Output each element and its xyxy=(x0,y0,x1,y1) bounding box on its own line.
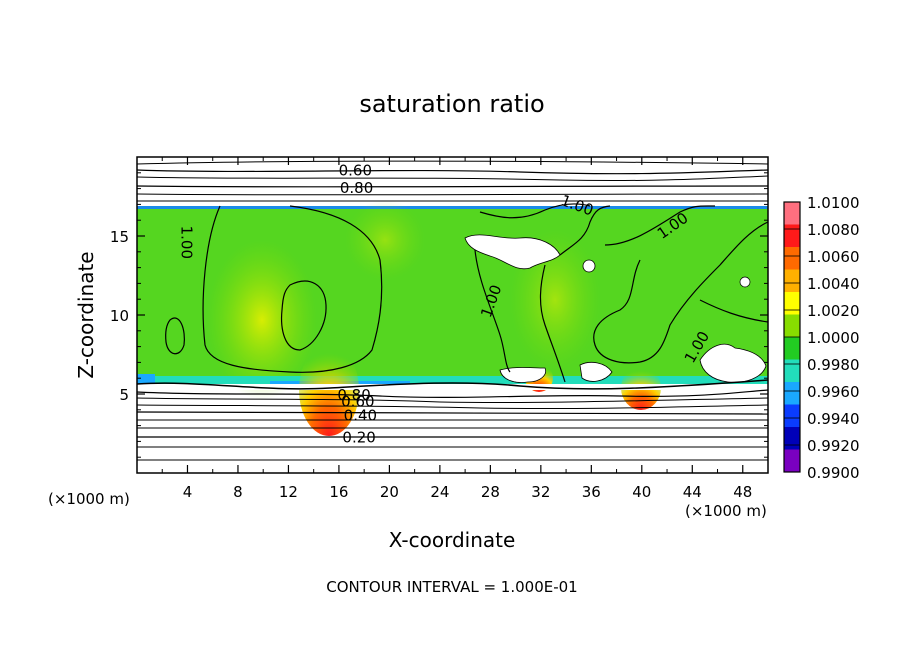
white-patch xyxy=(739,276,751,288)
x-tick-label: 4 xyxy=(183,483,193,501)
contour-line xyxy=(539,264,566,383)
y-tick-label: 15 xyxy=(110,228,129,246)
colorbar-segment xyxy=(784,224,800,248)
colorbar-label: 0.9940 xyxy=(807,410,860,428)
contour-line xyxy=(137,185,768,188)
colorbar: 1.0100 1.0080 1.0060 1.0040 1.0020 1.0000 0.99… xyxy=(783,194,860,482)
saturated-layer-top-edge xyxy=(137,206,768,209)
colorbar-label: 1.0020 xyxy=(807,302,860,320)
colorbar-segment xyxy=(784,202,800,225)
contour-line xyxy=(604,205,716,246)
colorbar-label: 0.9980 xyxy=(807,356,860,374)
x-tick-label: 32 xyxy=(531,483,550,501)
contour-line xyxy=(137,169,768,175)
contours-upper xyxy=(137,160,768,202)
contour-line xyxy=(137,193,768,196)
colorbar-label: 0.9900 xyxy=(807,464,860,482)
white-patch xyxy=(499,367,547,383)
contour-label: 0.60 xyxy=(339,162,372,180)
colorbar-segment xyxy=(784,382,800,405)
y-axis-label: Z-coordinate xyxy=(74,251,98,378)
colorbar-label: 1.0080 xyxy=(807,221,860,239)
contour-label: 0.40 xyxy=(344,407,377,425)
contour-line xyxy=(137,160,768,165)
x-tick-label: 20 xyxy=(380,483,399,501)
contour-line xyxy=(137,397,768,404)
x-tick-label: 8 xyxy=(233,483,243,501)
contour-line xyxy=(137,389,768,399)
x-tick-label: 24 xyxy=(430,483,449,501)
x-axis-unit-right: (×1000 m) xyxy=(685,502,767,520)
contour-label: 0.80 xyxy=(337,386,370,404)
contour-line xyxy=(165,317,185,355)
colorbar-label: 1.0060 xyxy=(807,248,860,266)
colorbar-label: 0.9960 xyxy=(807,383,860,401)
x-tick-label: 36 xyxy=(582,483,601,501)
colorbar-segment xyxy=(784,359,800,383)
colorbar-segment xyxy=(784,314,800,338)
unsaturated-bottom-edge-blue xyxy=(137,374,155,384)
contour-label: 1.00 xyxy=(177,226,195,259)
contours-1.00 xyxy=(165,203,768,383)
colorbar-segment xyxy=(784,269,800,293)
contour-line xyxy=(137,175,768,182)
contour-line xyxy=(479,203,591,219)
contour-line xyxy=(137,379,768,390)
contour-label: 0.60 xyxy=(341,392,374,410)
contour-line xyxy=(202,205,383,373)
x-axis-label: X-coordinate xyxy=(389,528,516,552)
white-patch xyxy=(579,361,613,382)
contour-line xyxy=(699,299,768,323)
colorbar-segment xyxy=(784,247,800,270)
white-patch xyxy=(699,343,767,383)
contour-line xyxy=(137,404,768,410)
contour-line xyxy=(280,280,327,351)
contours-lower xyxy=(137,379,768,461)
contour-interval-footer: CONTOUR INTERVAL = 1.000E-01 xyxy=(326,578,577,596)
colorbar-segment xyxy=(784,449,800,473)
x-tick-label: 40 xyxy=(632,483,651,501)
x-tick-label: 48 xyxy=(733,483,752,501)
colorbar-segment xyxy=(784,337,800,360)
white-patch xyxy=(582,259,596,273)
chart-title: saturation ratio xyxy=(359,90,544,118)
contour-line xyxy=(137,411,768,415)
contour-line xyxy=(593,221,768,364)
yellow-glow xyxy=(207,240,317,400)
contour-label: 0.80 xyxy=(340,179,373,197)
contour-label: 0.20 xyxy=(342,429,375,447)
colorbar-segment xyxy=(784,292,800,315)
plot-area xyxy=(137,157,768,473)
x-tick-label: 12 xyxy=(279,483,298,501)
colorbar-label: 1.0040 xyxy=(807,275,860,293)
x-tick-label: 28 xyxy=(481,483,500,501)
contour-line xyxy=(559,205,611,256)
colorbar-label: 0.9920 xyxy=(807,437,860,455)
colorbar-segment xyxy=(784,404,800,428)
colorbar-label: 1.0100 xyxy=(807,194,860,212)
unsaturated-bottom-edge xyxy=(137,376,768,384)
y-tick-label: 5 xyxy=(119,386,129,404)
x-tick-label: 16 xyxy=(329,483,348,501)
yellow-glow xyxy=(345,200,425,280)
colorbar-segment xyxy=(784,427,800,450)
contour-line xyxy=(474,249,511,373)
x-tick-label: 44 xyxy=(683,483,702,501)
white-patch xyxy=(464,234,561,270)
x-axis-unit: (×1000 m) xyxy=(48,490,130,508)
y-tick-label: 10 xyxy=(110,307,129,325)
white-patch xyxy=(137,384,768,390)
colorbar-label: 1.0000 xyxy=(807,329,860,347)
